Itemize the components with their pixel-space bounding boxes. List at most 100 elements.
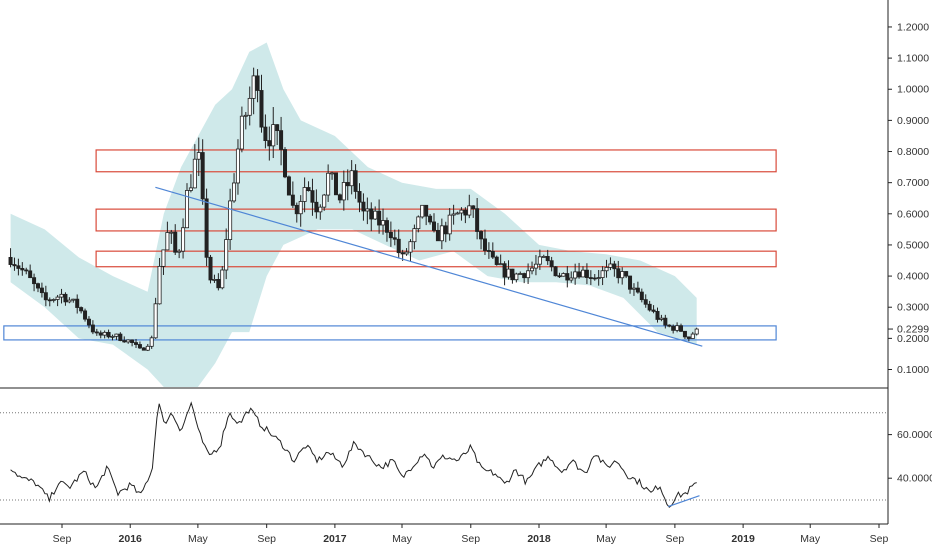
candle xyxy=(83,308,88,322)
candle xyxy=(43,285,48,307)
candle xyxy=(682,330,687,340)
candle xyxy=(283,147,288,179)
candle xyxy=(239,106,244,153)
candle xyxy=(537,249,542,270)
candle xyxy=(208,254,213,284)
resistance-zone-3 xyxy=(95,250,777,268)
candle xyxy=(275,124,280,146)
candle xyxy=(675,322,680,333)
candle xyxy=(165,221,170,251)
candle xyxy=(580,266,585,278)
candle xyxy=(612,260,617,277)
time-tick-label: 2016 xyxy=(119,533,143,545)
candle xyxy=(318,204,323,220)
candle xyxy=(59,288,64,304)
candle xyxy=(114,333,119,341)
candle xyxy=(416,215,421,233)
candle xyxy=(184,183,189,229)
candle xyxy=(549,256,554,272)
candle xyxy=(432,213,437,233)
price-tick-label: 1.1000 xyxy=(897,53,929,65)
candle xyxy=(584,263,589,285)
candle xyxy=(357,183,362,213)
candle xyxy=(408,239,413,262)
candle xyxy=(553,266,558,277)
candle xyxy=(122,336,127,343)
candle xyxy=(600,266,605,286)
candle xyxy=(486,242,491,259)
candle xyxy=(255,69,260,103)
candle xyxy=(588,270,593,285)
candle xyxy=(200,139,205,205)
candle xyxy=(506,260,511,280)
candle xyxy=(447,208,452,241)
candle xyxy=(577,262,582,279)
candle xyxy=(86,316,91,329)
time-tick-label: May xyxy=(188,533,209,545)
oscillator-trendline xyxy=(667,495,700,508)
time-tick-label: May xyxy=(392,533,413,545)
candle xyxy=(173,224,178,256)
candle xyxy=(20,262,25,276)
candle xyxy=(110,334,115,341)
candle xyxy=(271,107,276,159)
candle xyxy=(514,272,519,283)
candle xyxy=(94,328,99,336)
candles xyxy=(8,67,699,352)
candle xyxy=(624,271,629,279)
candle xyxy=(482,229,487,255)
candle xyxy=(212,274,217,283)
candle xyxy=(259,74,264,133)
candle xyxy=(361,193,366,221)
candle xyxy=(490,242,495,260)
candle xyxy=(541,254,546,258)
candle xyxy=(263,114,268,149)
candle xyxy=(369,202,374,232)
time-axis[interactable]: Sep 2016 May Sep 2017 May Sep 2018 May Sep 2019 May… xyxy=(53,524,889,545)
candle xyxy=(137,341,142,349)
candle xyxy=(510,268,515,284)
candle xyxy=(204,188,209,267)
candle xyxy=(98,330,103,339)
candle xyxy=(439,218,444,250)
time-tick-label: 2018 xyxy=(527,533,551,545)
candle xyxy=(75,294,80,314)
candle xyxy=(663,314,668,329)
candle xyxy=(628,275,633,294)
candle xyxy=(690,331,695,339)
candle xyxy=(667,324,672,328)
time-tick-label: Sep xyxy=(666,533,685,545)
candle xyxy=(8,248,13,268)
candle xyxy=(557,272,562,278)
candle xyxy=(330,171,335,180)
time-tick-label: Sep xyxy=(53,533,72,545)
price-axis[interactable]: 1.2000 1.1000 1.0000 0.9000 0.8000 0.7000 0.60… xyxy=(888,21,932,376)
candle xyxy=(118,332,123,342)
resistance-zone-1 xyxy=(95,149,777,173)
candle xyxy=(106,329,111,339)
candle xyxy=(341,170,346,211)
candle xyxy=(79,306,84,314)
candle xyxy=(381,208,386,235)
candle xyxy=(522,272,527,284)
candle xyxy=(526,263,531,284)
candle xyxy=(333,172,338,196)
candle xyxy=(24,267,29,275)
oscillator-axis[interactable]: 60.0000 40.0000 xyxy=(888,429,932,485)
candle xyxy=(145,343,150,352)
candle xyxy=(639,288,644,303)
support-zone xyxy=(3,325,777,341)
candle xyxy=(130,339,135,347)
descending-trendline xyxy=(155,186,703,347)
candle xyxy=(384,217,389,242)
candle xyxy=(679,323,684,332)
candle xyxy=(12,257,17,271)
candle xyxy=(471,205,476,218)
candle xyxy=(71,298,76,303)
candle xyxy=(228,188,233,250)
candle xyxy=(392,229,397,246)
candle xyxy=(694,327,699,336)
candle xyxy=(243,111,248,130)
candle xyxy=(192,144,197,189)
